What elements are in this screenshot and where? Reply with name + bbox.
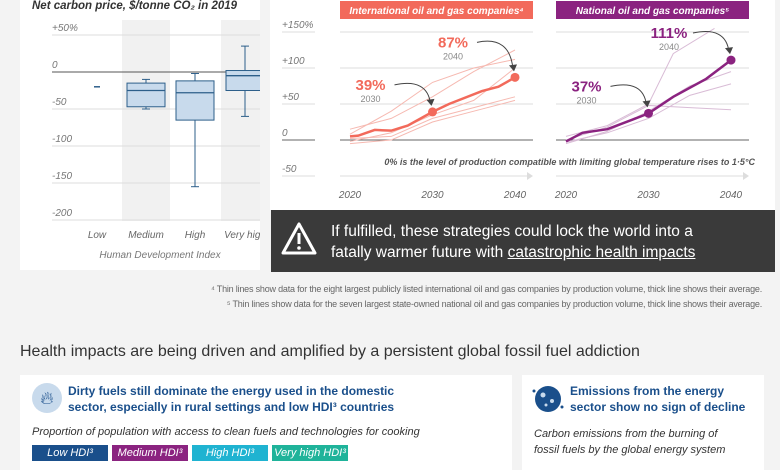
chart-title: National oil and gas companies⁵ (576, 6, 730, 17)
y-tick-label: -50 (282, 164, 297, 175)
y-tick-label: -100 (52, 134, 72, 145)
health-impacts-link[interactable]: catastrophic health impacts (507, 244, 696, 261)
y-tick-label: +50% (52, 23, 78, 34)
annotation-value: 87% (438, 34, 468, 51)
chart-title: International oil and gas companies⁴ (349, 6, 523, 17)
band-bg (221, 20, 260, 221)
legend-1: Medium HDI³ (112, 445, 188, 461)
annotation-year: 2030 (576, 95, 596, 105)
company-line (349, 49, 516, 130)
annotation-arrow (476, 40, 514, 70)
x-tick-label: 2040 (503, 190, 527, 201)
company-line (349, 96, 516, 140)
x-tick-label: 2030 (420, 190, 444, 201)
box-1 (126, 82, 166, 108)
x-tick-label: Low (88, 230, 107, 241)
annotation-value: 111% (651, 25, 688, 42)
flame-icon: 🔥︎ (32, 383, 62, 413)
card-subtitle: Proportion of population with access to … (32, 426, 420, 438)
x-axis-label: Human Development Index (99, 250, 221, 261)
warning-triangle-icon (281, 222, 317, 255)
average-line (565, 59, 732, 143)
carbon-price-card: Net carbon price, $/tonne CO₂ in 2019 +5… (20, 0, 260, 270)
x-tick-label: Very high (224, 230, 260, 241)
section-heading: Health impacts are being driven and ampl… (20, 343, 640, 360)
annotation-year: 2040 (443, 51, 463, 61)
footnote-4: ⁴ Thin lines show data for the eight lar… (210, 284, 762, 294)
axis-arrow-icon (527, 172, 533, 180)
y-tick-label: -200 (52, 208, 72, 219)
company-line (565, 83, 732, 143)
annotation-arrow (610, 84, 647, 106)
y-tick-label: +150% (282, 20, 314, 31)
particles-icon (532, 386, 564, 412)
band-bg (122, 20, 170, 221)
chart-title-bg (340, 1, 533, 19)
average-line (349, 76, 516, 138)
card-subtitle-1: Carbon emissions from the burning of (534, 428, 718, 440)
footnote-5: ⁵ Thin lines show data for the seven lar… (226, 299, 762, 309)
y-tick-label: 0 (52, 60, 58, 71)
milestone-point (510, 72, 520, 82)
legend-3: Very high HDI³ (272, 445, 348, 461)
arrowhead-icon (642, 100, 651, 108)
card-title-2: sector, especially in rural settings and… (68, 400, 395, 414)
x-tick-label: Medium (128, 230, 164, 241)
card-title-1: Emissions from the energy (570, 384, 725, 398)
milestone-point (726, 55, 736, 65)
company-line (349, 99, 516, 145)
x-tick-label: 2040 (719, 190, 743, 201)
warning-line1: If fulfilled, these strategies could loc… (331, 223, 693, 240)
x-tick-label: 2020 (554, 190, 578, 201)
x-tick-label: 2030 (636, 190, 660, 201)
axis-arrow-icon (743, 172, 749, 180)
x-tick-label: High (185, 230, 206, 241)
annotation-year: 2030 (360, 94, 380, 104)
card-title-1: Dirty fuels still dominate the energy us… (68, 384, 395, 398)
box-chart-title: Net carbon price, $/tonne CO₂ in 2019 (32, 0, 238, 12)
emissions-card: Emissions from the energy sector show no… (522, 375, 764, 470)
arrowhead-icon (509, 64, 517, 72)
y-tick-label: 0 (282, 128, 288, 139)
annotation-arrow (692, 31, 730, 53)
y-tick-label: +50 (282, 92, 299, 103)
legend-0: Low HDI³ (32, 445, 108, 461)
zero-note: 0% is the level of production compatible… (384, 157, 755, 167)
y-tick-label: -150 (52, 171, 72, 182)
box-3 (225, 70, 260, 91)
box-2 (175, 80, 215, 121)
milestone-point (644, 108, 653, 118)
annotation-value: 39% (355, 77, 385, 94)
box-plot: +50% 0 -50 -100 -150 -200 Low Medium High Very hi… (52, 20, 260, 261)
y-tick-label: -50 (52, 97, 67, 108)
hdi-legend: Low HDI³ Medium HDI³ High HDI³ Very high HD… (32, 443, 352, 461)
x-tick-label: 2020 (338, 190, 362, 201)
arrowhead-icon (426, 98, 435, 106)
warning-line2: fatally warmer future with (331, 244, 508, 261)
card-title-2: sector show no sign of decline (570, 400, 746, 414)
warning-banner: If fulfilled, these strategies could loc… (271, 210, 775, 272)
production-charts: +150% +100 +50 0 -50 International oil and ga… (270, 0, 775, 210)
milestone-point (428, 107, 437, 117)
company-line (349, 58, 516, 135)
annotation-year: 2040 (659, 42, 679, 52)
chart-title-bg (556, 1, 749, 19)
legend-2: High HDI³ (192, 445, 268, 461)
production-line-charts: +150% +100 +50 0 -50 International oil and ga… (282, 1, 749, 201)
card-subtitle-2: fossil fuels by the global energy system (534, 444, 726, 456)
arrowhead-icon (725, 47, 733, 55)
y-tick-label: +100 (282, 56, 305, 67)
domestic-fuels-card: 🔥︎ Dirty fuels still dominate the energy… (20, 375, 512, 470)
annotation-value: 37% (571, 78, 601, 95)
